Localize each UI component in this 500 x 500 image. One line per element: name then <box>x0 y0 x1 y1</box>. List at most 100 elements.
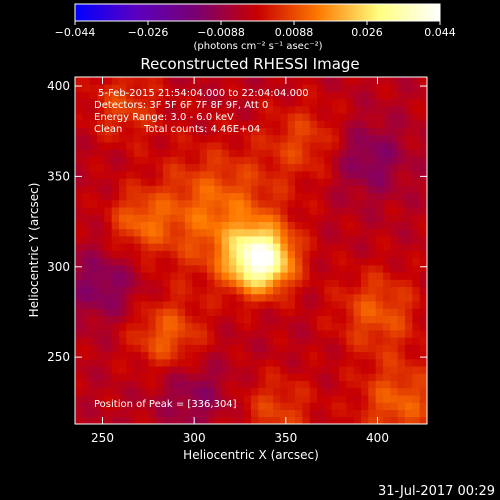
heatmap-cell <box>170 214 179 222</box>
heatmap-cell <box>97 409 105 418</box>
heatmap-cell <box>287 264 296 273</box>
heatmap-cell <box>207 257 215 266</box>
heatmap-cell <box>170 228 179 237</box>
heatmap-cell <box>163 373 171 382</box>
heatmap-cell <box>251 402 259 410</box>
heatmap-cell <box>185 395 193 403</box>
heatmap-cell <box>170 192 179 201</box>
heatmap-cell <box>236 221 245 230</box>
heatmap-cell <box>229 387 237 396</box>
heatmap-cell <box>280 279 289 288</box>
heatmap-cell <box>331 301 340 309</box>
heatmap-cell <box>251 185 259 194</box>
heatmap-cell <box>317 77 325 85</box>
heatmap-cell <box>214 358 223 367</box>
heatmap-cell <box>148 358 157 367</box>
heatmap-cell <box>405 156 413 165</box>
heatmap-cell <box>192 409 201 418</box>
heatmap-cell <box>177 228 186 237</box>
heatmap-cell <box>324 214 333 222</box>
heatmap-cell <box>265 134 274 143</box>
heatmap-cell <box>199 178 208 186</box>
heatmap-cell <box>368 236 377 244</box>
heatmap-cell <box>192 199 201 208</box>
heatmap-cell <box>82 127 91 136</box>
heatmap-cell <box>317 257 325 266</box>
heatmap-cell <box>317 120 325 129</box>
heatmap-cell <box>82 134 91 143</box>
heatmap-cell <box>273 308 281 316</box>
heatmap-cell <box>104 142 113 150</box>
heatmap-cell <box>155 178 164 186</box>
heatmap-cell <box>126 149 135 157</box>
heatmap-cell <box>221 272 230 280</box>
heatmap-cell <box>383 84 391 92</box>
heatmap-cell <box>155 98 164 107</box>
heatmap-cell <box>368 84 377 92</box>
heatmap-cell <box>185 214 193 222</box>
heatmap-cell <box>214 199 223 208</box>
heatmap-cell <box>309 301 318 309</box>
y-tick-label: 250 <box>47 350 70 364</box>
heatmap-cell <box>405 178 413 186</box>
heatmap-cell <box>258 127 267 136</box>
heatmap-cell <box>331 98 340 107</box>
heatmap-cell <box>126 322 135 331</box>
heatmap-cell <box>155 272 164 280</box>
heatmap-cell <box>133 330 142 338</box>
heatmap-cell <box>89 170 98 179</box>
heatmap-cell <box>251 243 259 251</box>
heatmap-cell <box>353 98 362 107</box>
heatmap-cell <box>170 178 179 186</box>
heatmap-cell <box>104 387 113 396</box>
heatmap-cell <box>280 156 289 165</box>
heatmap-cell <box>273 91 281 100</box>
heatmap-cell <box>221 257 230 266</box>
heatmap-cell <box>368 207 377 215</box>
heatmap-cell <box>309 236 318 244</box>
heatmap-cell <box>265 236 274 244</box>
heatmap-cell <box>346 337 355 345</box>
heatmap-cell <box>229 207 237 215</box>
heatmap-cell <box>280 142 289 150</box>
heatmap-cell <box>148 344 157 353</box>
heatmap-cell <box>141 156 149 165</box>
heatmap-cell <box>214 395 223 403</box>
heatmap-cell <box>265 98 274 107</box>
heatmap-cell <box>185 178 193 186</box>
heatmap-cell <box>353 170 362 179</box>
heatmap-cell <box>126 358 135 367</box>
heatmap-cell <box>214 308 223 316</box>
heatmap-cell <box>390 199 399 208</box>
heatmap-cell <box>361 243 369 251</box>
heatmap-cell <box>309 250 318 259</box>
heatmap-cell <box>97 156 105 165</box>
heatmap-cell <box>75 308 83 316</box>
heatmap-cell <box>419 185 428 194</box>
heatmap-cell <box>273 351 281 360</box>
heatmap-cell <box>368 308 377 316</box>
heatmap-cell <box>405 387 413 396</box>
heatmap-cell <box>346 113 355 121</box>
heatmap-cell <box>133 250 142 259</box>
heatmap-cell <box>133 351 142 360</box>
heatmap-cell <box>236 264 245 273</box>
heatmap-cell <box>119 134 127 143</box>
heatmap-cell <box>185 286 193 295</box>
heatmap-cell <box>412 380 421 389</box>
heatmap-cell <box>214 105 223 114</box>
heatmap-cell <box>104 185 113 194</box>
heatmap-cell <box>89 156 98 165</box>
heatmap-cell <box>353 228 362 237</box>
heatmap-cell <box>339 351 347 360</box>
heatmap-cell <box>221 192 230 201</box>
heatmap-cell <box>383 243 391 251</box>
heatmap-cell <box>295 192 303 201</box>
heatmap-cell <box>258 178 267 186</box>
heatmap-cell <box>170 315 179 324</box>
heatmap-cell <box>236 416 245 425</box>
heatmap-cell <box>302 105 311 114</box>
heatmap-cell <box>361 351 369 360</box>
heatmap-cell <box>375 308 384 316</box>
heatmap-cell <box>287 127 296 136</box>
